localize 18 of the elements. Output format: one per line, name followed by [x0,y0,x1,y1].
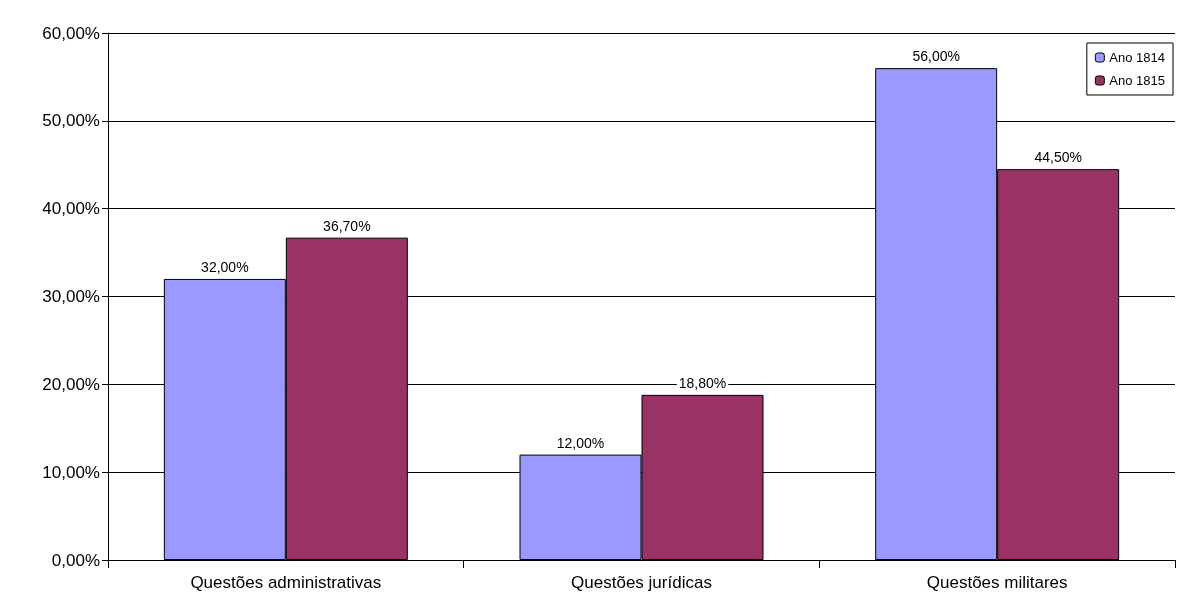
data-label: 56,00% [912,48,960,65]
y-tick-label: 0,00% [51,550,100,570]
y-tick-label: 60,00% [42,23,100,43]
x-tick-label: Questões militares [926,573,1068,592]
y-tick-label: 10,00% [42,462,100,482]
y-tick-label: 40,00% [42,199,100,219]
x-tick-label: Questões administrativas [190,573,382,592]
y-tick-label: 50,00% [42,111,100,131]
data-label: 32,00% [201,258,249,275]
data-label: 36,70% [323,217,371,234]
data-label: 18,80% [678,374,727,391]
data-label: 12,00% [556,434,605,451]
y-tick-label: 30,00% [42,287,100,306]
legend-label: Ano 1815 [1109,73,1166,88]
x-tick-label: Questões jurídicas [571,573,712,592]
legend-label: Ano 1814 [1109,50,1166,65]
data-label: 44,50% [1034,149,1082,166]
y-tick-label: 20,00% [42,374,100,394]
